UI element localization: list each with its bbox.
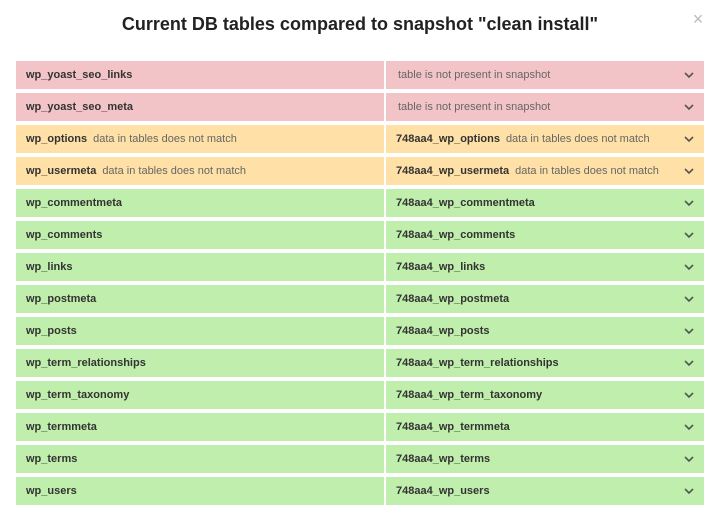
table-cell-snapshot: 748aa4_wp_posts bbox=[386, 317, 704, 345]
table-row[interactable]: wp_term_relationships 748aa4_wp_term_rela… bbox=[16, 349, 704, 377]
chevron-down-icon bbox=[684, 326, 694, 336]
table-cell-snapshot: 748aa4_wp_links bbox=[386, 253, 704, 281]
table-name-snapshot: 748aa4_wp_commentmeta bbox=[396, 197, 535, 209]
table-name-current: wp_terms bbox=[26, 453, 77, 465]
table-row[interactable]: wp_users 748aa4_wp_users bbox=[16, 477, 704, 505]
table-row[interactable]: wp_yoast_seo_links table is not present i… bbox=[16, 61, 704, 89]
table-name-current: wp_yoast_seo_links bbox=[26, 69, 132, 81]
close-icon: × bbox=[693, 9, 704, 29]
table-cell-current: wp_termmeta bbox=[16, 413, 384, 441]
table-cell-current: wp_comments bbox=[16, 221, 384, 249]
table-cell-snapshot: 748aa4_wp_users bbox=[386, 477, 704, 505]
table-name-current: wp_users bbox=[26, 485, 77, 497]
table-cell-snapshot: table is not present in snapshot bbox=[386, 61, 704, 89]
table-cell-snapshot: 748aa4_wp_term_taxonomy bbox=[386, 381, 704, 409]
chevron-down-icon bbox=[684, 230, 694, 240]
table-row[interactable]: wp_postmeta 748aa4_wp_postmeta bbox=[16, 285, 704, 313]
table-cell-current: wp_yoast_seo_links bbox=[16, 61, 384, 89]
table-name-snapshot: 748aa4_wp_usermeta bbox=[396, 165, 509, 177]
table-row[interactable]: wp_usermeta data in tables does not match… bbox=[16, 157, 704, 185]
table-row[interactable]: wp_commentmeta 748aa4_wp_commentmeta bbox=[16, 189, 704, 217]
table-cell-current: wp_usermeta data in tables does not match bbox=[16, 157, 384, 185]
table-note-snapshot: data in tables does not match bbox=[506, 133, 650, 145]
table-name-snapshot: 748aa4_wp_options bbox=[396, 133, 500, 145]
chevron-down-icon bbox=[684, 454, 694, 464]
chevron-down-icon bbox=[684, 198, 694, 208]
close-button[interactable]: × bbox=[688, 10, 708, 30]
table-cell-current: wp_term_relationships bbox=[16, 349, 384, 377]
table-cell-snapshot: 748aa4_wp_usermeta data in tables does no… bbox=[386, 157, 704, 185]
table-name-snapshot: 748aa4_wp_term_relationships bbox=[396, 357, 559, 369]
table-note-current: data in tables does not match bbox=[93, 133, 237, 145]
table-cell-current: wp_posts bbox=[16, 317, 384, 345]
table-name-current: wp_yoast_seo_meta bbox=[26, 101, 133, 113]
chevron-down-icon bbox=[684, 422, 694, 432]
table-name-current: wp_term_relationships bbox=[26, 357, 146, 369]
table-name-current: wp_termmeta bbox=[26, 421, 97, 433]
table-name-current: wp_posts bbox=[26, 325, 77, 337]
table-row[interactable]: wp_comments 748aa4_wp_comments bbox=[16, 221, 704, 249]
table-cell-current: wp_terms bbox=[16, 445, 384, 473]
table-cell-snapshot: 748aa4_wp_termmeta bbox=[386, 413, 704, 441]
table-note-snapshot: table is not present in snapshot bbox=[398, 69, 550, 81]
table-name-snapshot: 748aa4_wp_termmeta bbox=[396, 421, 510, 433]
table-cell-current: wp_yoast_seo_meta bbox=[16, 93, 384, 121]
table-name-snapshot: 748aa4_wp_users bbox=[396, 485, 490, 497]
table-note-snapshot: table is not present in snapshot bbox=[398, 101, 550, 113]
table-row[interactable]: wp_optionsdata in tables does not match7… bbox=[16, 125, 704, 153]
table-row[interactable]: wp_yoast_seo_meta table is not present in… bbox=[16, 93, 704, 121]
chevron-down-icon bbox=[684, 102, 694, 112]
table-name-current: wp_postmeta bbox=[26, 293, 96, 305]
table-cell-snapshot: table is not present in snapshot bbox=[386, 93, 704, 121]
table-row[interactable]: wp_posts 748aa4_wp_posts bbox=[16, 317, 704, 345]
page-title: Current DB tables compared to snapshot "… bbox=[122, 14, 598, 35]
table-name-current: wp_options bbox=[26, 133, 87, 145]
table-cell-snapshot: 748aa4_wp_comments bbox=[386, 221, 704, 249]
table-row[interactable]: wp_links 748aa4_wp_links bbox=[16, 253, 704, 281]
table-cell-snapshot: 748aa4_wp_options data in tables does not… bbox=[386, 125, 704, 153]
table-name-current: wp_comments bbox=[26, 229, 102, 241]
table-row[interactable]: wp_termmeta 748aa4_wp_termmeta bbox=[16, 413, 704, 441]
table-name-snapshot: 748aa4_wp_posts bbox=[396, 325, 490, 337]
table-cell-current: wp_options data in tables does not match bbox=[16, 125, 384, 153]
table-row[interactable]: wp_term_taxonomy 748aa4_wp_term_taxonomy bbox=[16, 381, 704, 409]
chevron-down-icon bbox=[684, 358, 694, 368]
table-name-snapshot: 748aa4_wp_term_taxonomy bbox=[396, 389, 542, 401]
table-cell-current: wp_postmeta bbox=[16, 285, 384, 313]
table-cell-snapshot: 748aa4_wp_commentmeta bbox=[386, 189, 704, 217]
chevron-down-icon bbox=[684, 166, 694, 176]
table-name-current: wp_commentmeta bbox=[26, 197, 122, 209]
table-name-current: wp_links bbox=[26, 261, 72, 273]
table-name-current: wp_usermeta bbox=[26, 165, 96, 177]
table-cell-snapshot: 748aa4_wp_terms bbox=[386, 445, 704, 473]
table-row[interactable]: wp_terms 748aa4_wp_terms bbox=[16, 445, 704, 473]
chevron-down-icon bbox=[684, 70, 694, 80]
table-note-snapshot: data in tables does not match bbox=[515, 165, 659, 177]
table-cell-snapshot: 748aa4_wp_postmeta bbox=[386, 285, 704, 313]
comparison-table: wp_yoast_seo_linkstable is not present i… bbox=[0, 43, 720, 505]
table-cell-current: wp_users bbox=[16, 477, 384, 505]
table-cell-snapshot: 748aa4_wp_term_relationships bbox=[386, 349, 704, 377]
table-name-snapshot: 748aa4_wp_terms bbox=[396, 453, 490, 465]
chevron-down-icon bbox=[684, 294, 694, 304]
table-name-snapshot: 748aa4_wp_postmeta bbox=[396, 293, 509, 305]
table-name-current: wp_term_taxonomy bbox=[26, 389, 129, 401]
chevron-down-icon bbox=[684, 390, 694, 400]
table-name-snapshot: 748aa4_wp_comments bbox=[396, 229, 515, 241]
table-cell-current: wp_links bbox=[16, 253, 384, 281]
chevron-down-icon bbox=[684, 134, 694, 144]
table-name-snapshot: 748aa4_wp_links bbox=[396, 261, 485, 273]
table-note-current: data in tables does not match bbox=[102, 165, 246, 177]
chevron-down-icon bbox=[684, 486, 694, 496]
table-cell-current: wp_commentmeta bbox=[16, 189, 384, 217]
chevron-down-icon bbox=[684, 262, 694, 272]
table-cell-current: wp_term_taxonomy bbox=[16, 381, 384, 409]
modal-header: Current DB tables compared to snapshot "… bbox=[0, 0, 720, 43]
